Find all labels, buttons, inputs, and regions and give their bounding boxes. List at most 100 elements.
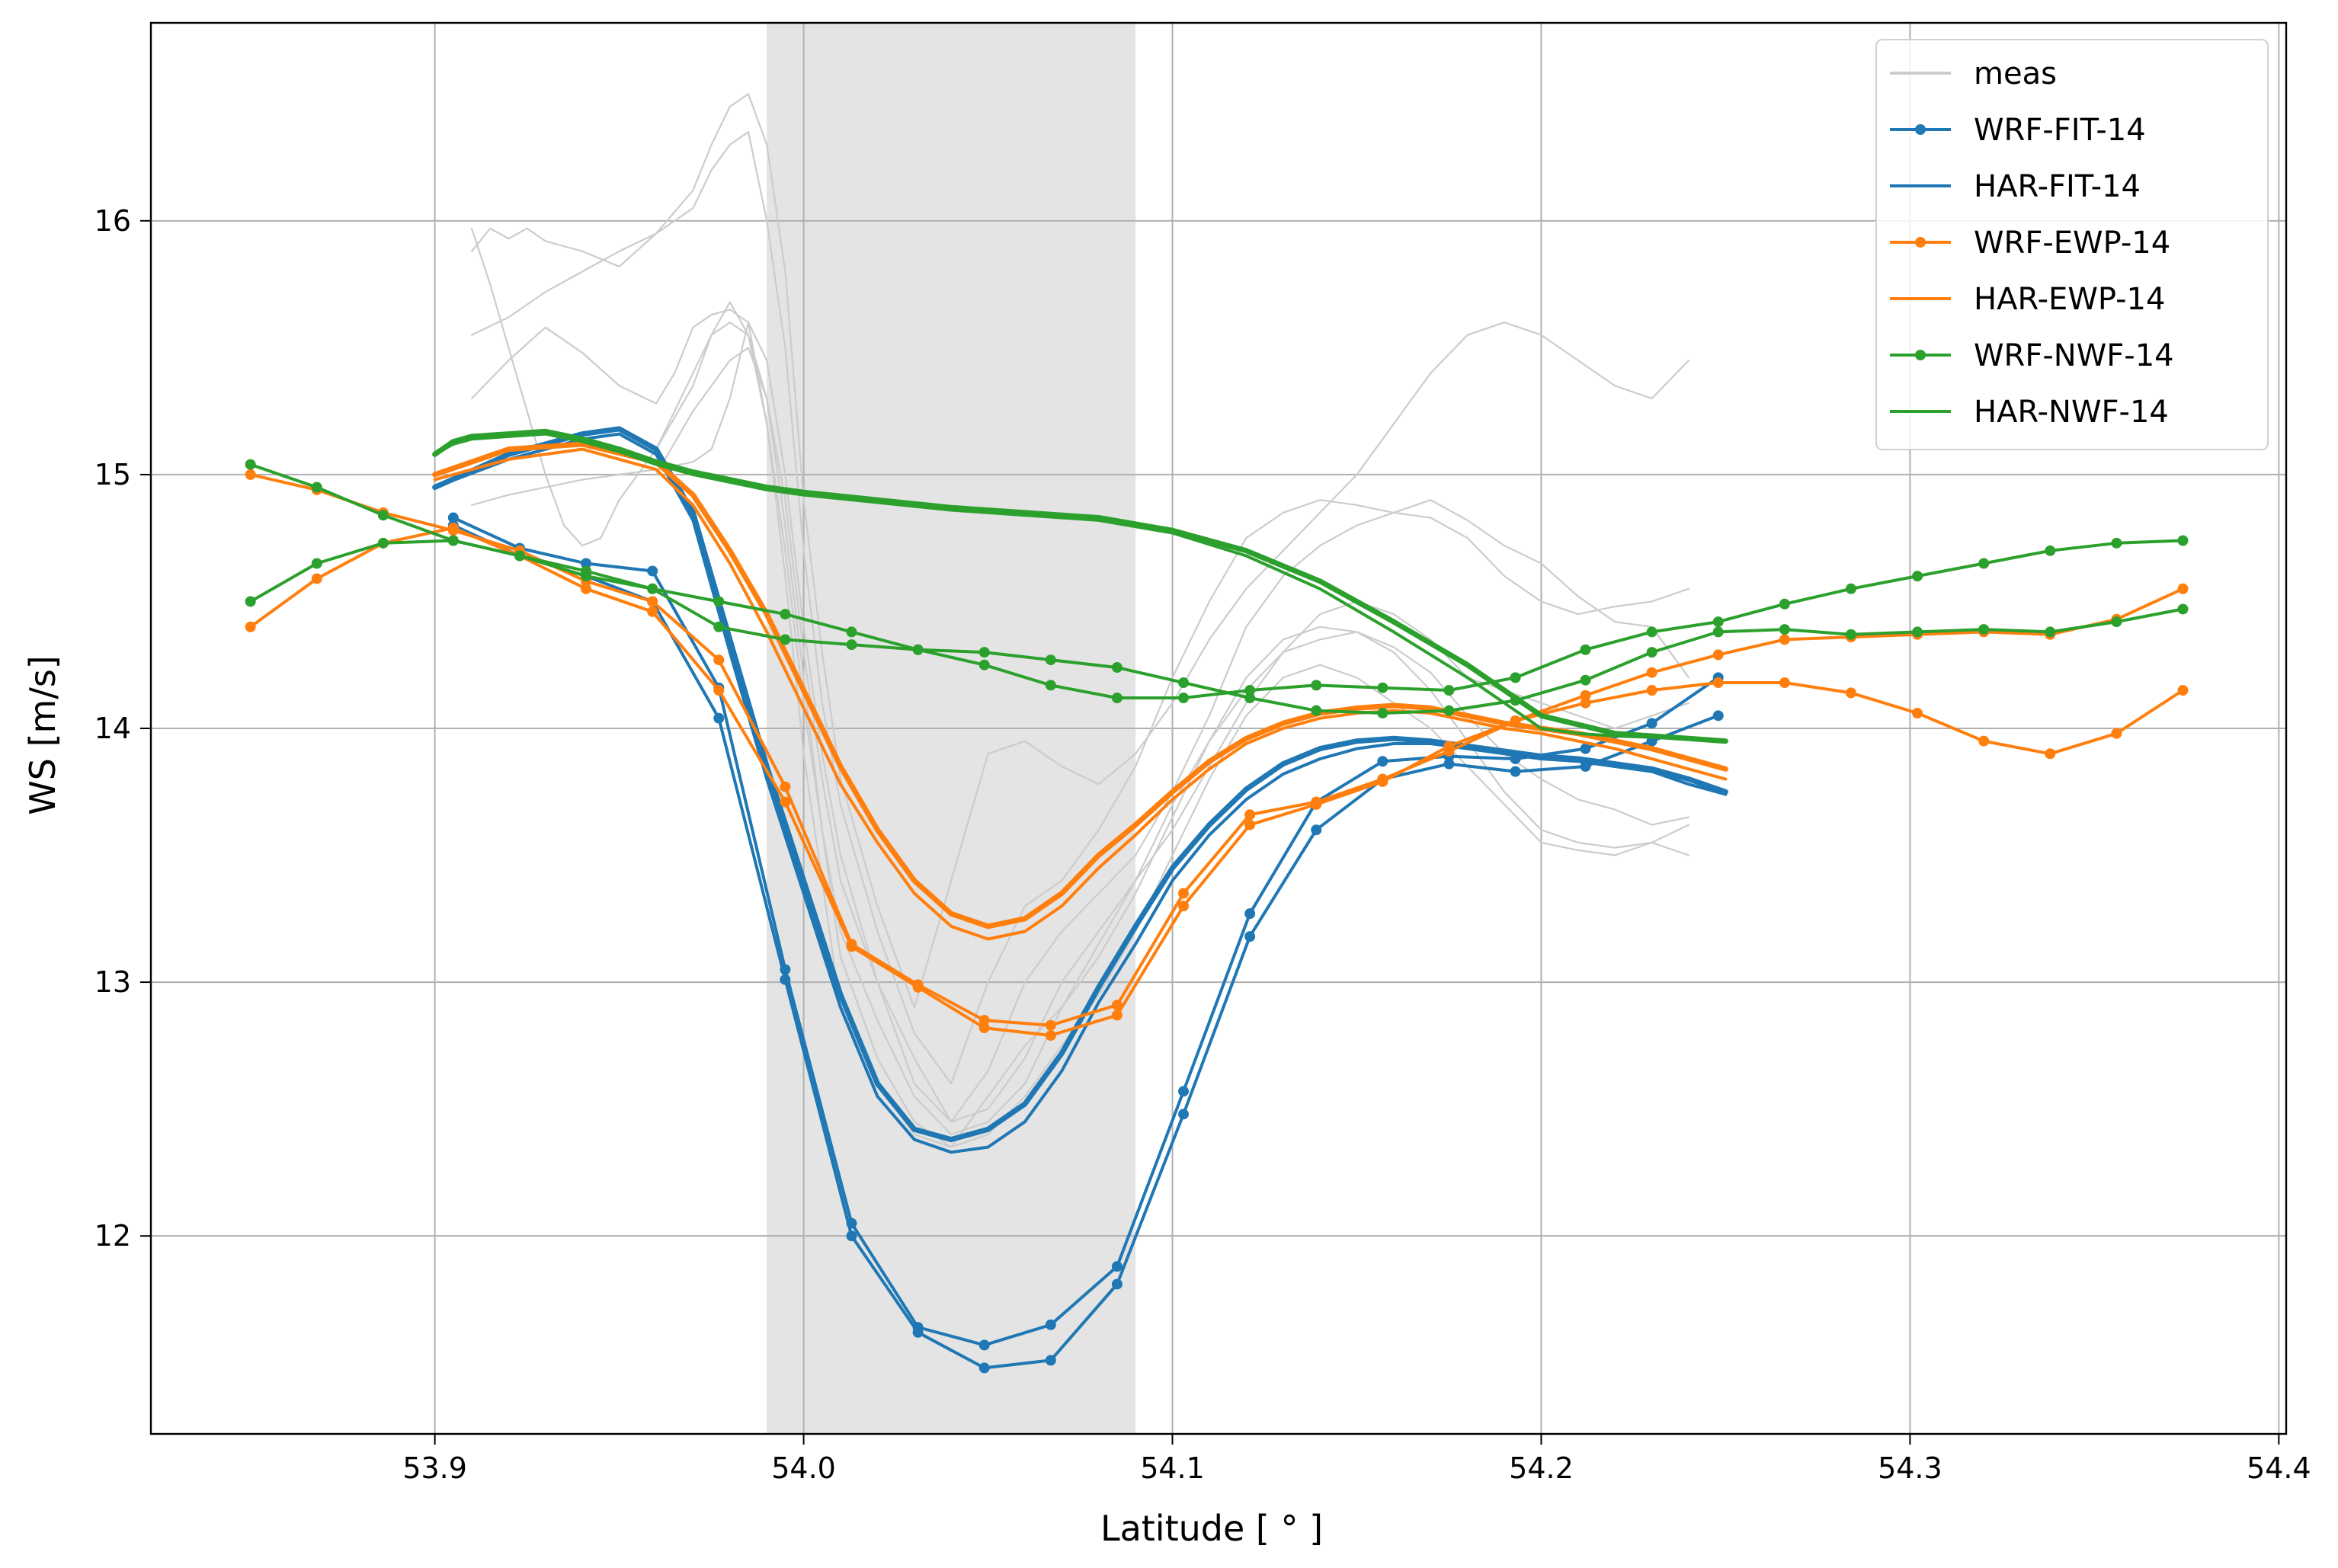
- data-point-wrf-nwf-14: [1111, 662, 1123, 674]
- data-point-wrf-ewp-14: [647, 596, 658, 607]
- data-point-wrf-nwf-14: [1045, 680, 1056, 691]
- data-point-wrf-ewp-14: [1779, 634, 1790, 645]
- series-layer: [245, 93, 2189, 1374]
- data-point-wrf-ewp-14: [1443, 741, 1455, 752]
- x-ticks: 53.9 54.0 54.1 54.2 54.3 54.4: [402, 1434, 2311, 1485]
- data-point-wrf-ewp-14: [1111, 1010, 1123, 1021]
- data-point-wrf-fit-14: [1580, 743, 1591, 754]
- data-point-wrf-fit-14: [1045, 1355, 1056, 1366]
- series-line-har-nwf-14: [432, 428, 1728, 744]
- data-point-wrf-fit-14: [1178, 1109, 1190, 1120]
- data-point-wrf-nwf-14: [2111, 616, 2122, 628]
- data-point-wrf-nwf-14: [846, 639, 857, 651]
- data-point-wrf-nwf-14: [1377, 682, 1388, 693]
- data-point-wrf-nwf-14: [245, 459, 256, 470]
- legend-label: meas: [1974, 56, 2057, 91]
- data-point-wrf-nwf-14: [1978, 558, 1990, 569]
- series-line-meas: [655, 301, 1690, 1148]
- y-axis-label: WS [m/s]: [22, 655, 63, 814]
- data-point-wrf-ewp-14: [2177, 685, 2189, 696]
- x-tick-label: 54.1: [1140, 1451, 1205, 1485]
- data-point-wrf-nwf-14: [581, 571, 592, 582]
- data-point-wrf-nwf-14: [1443, 685, 1455, 696]
- data-point-wrf-nwf-14: [2177, 603, 2189, 615]
- data-point-wrf-ewp-14: [780, 796, 791, 808]
- data-point-wrf-nwf-14: [1178, 677, 1190, 689]
- y-ticks: 12 13 14 15 16: [94, 204, 151, 1253]
- data-point-wrf-nwf-14: [1045, 654, 1056, 666]
- data-point-wrf-fit-14: [581, 558, 592, 569]
- data-point-wrf-nwf-14: [978, 659, 990, 670]
- data-point-wrf-ewp-14: [1646, 667, 1657, 678]
- data-point-wrf-ewp-14: [1580, 697, 1591, 709]
- data-point-wrf-nwf-14: [647, 583, 658, 594]
- data-point-wrf-fit-14: [1377, 756, 1388, 767]
- data-point-wrf-ewp-14: [447, 522, 459, 533]
- y-tick-label: 16: [94, 204, 131, 238]
- series-line-wrf-ewp-14: [248, 526, 2185, 1037]
- data-point-wrf-ewp-14: [846, 941, 857, 952]
- data-point-wrf-ewp-14: [1244, 809, 1256, 821]
- legend-label: WRF-FIT-14: [1974, 113, 2146, 148]
- data-point-wrf-ewp-14: [311, 573, 322, 584]
- data-point-wrf-nwf-14: [1712, 626, 1724, 638]
- data-point-wrf-nwf-14: [1912, 626, 1923, 638]
- data-point-wrf-ewp-14: [1510, 715, 1521, 727]
- x-axis-label: Latitude [ ° ]: [1100, 1508, 1323, 1549]
- series-line-wrf-nwf-14: [248, 462, 2185, 715]
- legend-label: HAR-FIT-14: [1974, 169, 2141, 204]
- data-point-wrf-fit-14: [1712, 710, 1724, 722]
- data-point-wrf-ewp-14: [1311, 798, 1322, 810]
- data-point-wrf-ewp-14: [978, 1015, 990, 1026]
- data-point-wrf-ewp-14: [978, 1022, 990, 1034]
- data-point-wrf-fit-14: [1311, 824, 1322, 836]
- data-point-wrf-nwf-14: [780, 634, 791, 645]
- legend-marker: [1915, 124, 1926, 135]
- data-point-wrf-fit-14: [1510, 766, 1521, 777]
- data-point-wrf-nwf-14: [1845, 629, 1856, 640]
- data-point-wrf-nwf-14: [1580, 674, 1591, 686]
- data-point-wrf-ewp-14: [1712, 677, 1724, 689]
- data-point-wrf-ewp-14: [245, 469, 256, 480]
- data-point-wrf-fit-14: [1045, 1319, 1056, 1330]
- data-point-wrf-fit-14: [1646, 718, 1657, 729]
- y-tick-label: 15: [94, 458, 131, 491]
- series-line-har-fit-14: [432, 426, 1728, 1143]
- data-point-wrf-fit-14: [912, 1326, 924, 1338]
- data-point-wrf-nwf-14: [447, 535, 459, 546]
- series-line-wrf-ewp-14: [248, 472, 2185, 1027]
- data-point-wrf-nwf-14: [1510, 672, 1521, 683]
- data-point-wrf-ewp-14: [2177, 583, 2189, 594]
- data-point-wrf-fit-14: [1111, 1278, 1123, 1290]
- legend-marker: [1915, 237, 1926, 248]
- data-point-wrf-nwf-14: [514, 550, 525, 562]
- series-line-har-nwf-14: [433, 432, 1728, 743]
- data-point-wrf-ewp-14: [2111, 728, 2122, 739]
- data-point-wrf-nwf-14: [1845, 583, 1856, 594]
- data-point-wrf-nwf-14: [978, 647, 990, 658]
- data-point-wrf-ewp-14: [1045, 1030, 1056, 1042]
- data-point-wrf-nwf-14: [1779, 598, 1790, 610]
- data-point-wrf-nwf-14: [2045, 626, 2056, 638]
- x-tick-label: 54.2: [1509, 1451, 1574, 1485]
- data-point-wrf-fit-14: [713, 712, 725, 724]
- data-point-wrf-nwf-14: [1178, 693, 1190, 704]
- data-point-wrf-nwf-14: [713, 596, 725, 607]
- data-point-wrf-ewp-14: [1779, 677, 1790, 689]
- data-point-wrf-nwf-14: [1510, 695, 1521, 706]
- series-line-wrf-nwf-14: [248, 539, 2185, 699]
- data-point-wrf-ewp-14: [1178, 901, 1190, 912]
- data-point-wrf-ewp-14: [1178, 888, 1190, 899]
- data-point-wrf-nwf-14: [2045, 545, 2056, 556]
- y-tick-label: 12: [94, 1219, 131, 1253]
- legend-label: WRF-EWP-14: [1974, 226, 2170, 261]
- data-point-wrf-ewp-14: [1845, 687, 1856, 699]
- series-line-meas: [470, 131, 1690, 1085]
- data-point-wrf-nwf-14: [1912, 571, 1923, 582]
- series-line-wrf-fit-14: [451, 523, 1720, 1370]
- data-point-wrf-nwf-14: [846, 626, 857, 638]
- x-tick-label: 54.3: [1878, 1451, 1942, 1485]
- x-tick-label: 54.0: [771, 1451, 836, 1485]
- data-point-wrf-nwf-14: [780, 609, 791, 620]
- data-point-wrf-nwf-14: [1978, 624, 1990, 635]
